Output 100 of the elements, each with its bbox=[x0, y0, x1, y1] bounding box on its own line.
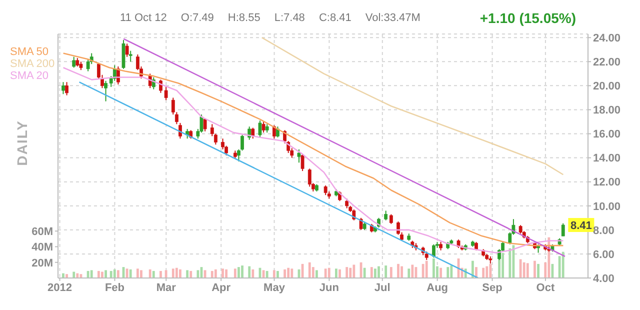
bar bbox=[175, 268, 178, 278]
bar bbox=[308, 262, 311, 278]
bar bbox=[328, 268, 330, 278]
bar bbox=[248, 266, 251, 278]
bar bbox=[90, 270, 93, 278]
bar bbox=[502, 252, 504, 278]
bar bbox=[72, 272, 76, 278]
text: SMA 200 bbox=[10, 58, 55, 70]
bar bbox=[276, 270, 279, 278]
candlestick bbox=[345, 198, 349, 209]
bar bbox=[397, 264, 400, 278]
bar bbox=[374, 268, 376, 278]
bar bbox=[290, 268, 294, 278]
bar bbox=[408, 268, 410, 278]
y-tick-label: 22.00 bbox=[593, 56, 621, 69]
candlestick bbox=[384, 210, 388, 221]
x-tick-label: Aug bbox=[426, 282, 448, 294]
bar bbox=[349, 268, 352, 278]
bar bbox=[196, 270, 200, 278]
text: O:7.49 bbox=[180, 12, 214, 24]
candlestick bbox=[237, 148, 240, 162]
candlestick bbox=[308, 168, 312, 188]
bar bbox=[411, 264, 414, 278]
bar bbox=[562, 252, 564, 278]
y-tick-label: 24.00 bbox=[593, 32, 621, 45]
bar bbox=[225, 269, 228, 278]
bar bbox=[534, 260, 536, 278]
bar bbox=[522, 262, 526, 278]
line-series bbox=[261, 36, 564, 176]
text: 11 Oct 12 bbox=[120, 12, 167, 24]
candlestick bbox=[297, 148, 301, 164]
bar bbox=[363, 268, 366, 278]
y-tick-label: 10.00 bbox=[593, 200, 621, 213]
bar bbox=[272, 270, 276, 278]
bar bbox=[186, 270, 189, 278]
candlestick bbox=[128, 50, 132, 62]
bar bbox=[136, 268, 139, 278]
bar bbox=[160, 270, 162, 278]
bar bbox=[104, 270, 107, 278]
bar bbox=[316, 270, 318, 278]
candlestick bbox=[240, 134, 244, 152]
text: L:7.48 bbox=[274, 12, 305, 24]
bar bbox=[384, 265, 388, 278]
x-tick-label: May bbox=[264, 282, 286, 294]
y2-tick-label: 60M bbox=[32, 226, 53, 238]
bar bbox=[508, 248, 512, 278]
candlestick bbox=[324, 184, 328, 196]
text: +1.10 (15.05%) bbox=[480, 10, 576, 26]
candlestick bbox=[389, 214, 393, 224]
bar bbox=[140, 270, 142, 278]
candlestick bbox=[272, 124, 276, 140]
bar bbox=[378, 266, 380, 278]
bar bbox=[241, 265, 244, 278]
y-tick-label: 12.00 bbox=[593, 176, 621, 189]
bar bbox=[116, 270, 120, 278]
bar bbox=[284, 269, 286, 278]
bar bbox=[66, 274, 68, 278]
bar bbox=[113, 269, 116, 278]
text: DAILY bbox=[14, 120, 30, 166]
x-tick-label: Jun bbox=[319, 282, 340, 294]
bar bbox=[234, 268, 236, 278]
text: Vol:33.47M bbox=[365, 12, 420, 24]
bar bbox=[352, 264, 356, 278]
bar bbox=[346, 267, 348, 278]
x-tick-label: Feb bbox=[104, 282, 125, 294]
bar bbox=[222, 268, 224, 278]
y2-tick-label: 40M bbox=[32, 242, 53, 254]
bar bbox=[489, 264, 492, 278]
x-tick-label: Oct bbox=[536, 282, 555, 294]
bar bbox=[214, 269, 217, 278]
candlestick bbox=[396, 221, 400, 236]
y-tick-label: 6.00 bbox=[593, 248, 614, 261]
series-label: SMA 50 bbox=[10, 46, 50, 58]
bar bbox=[400, 266, 403, 278]
bar bbox=[97, 270, 100, 278]
x-tick-label: Jul bbox=[374, 282, 390, 294]
bar bbox=[422, 264, 424, 278]
bar bbox=[450, 265, 453, 278]
bar bbox=[370, 267, 373, 278]
bar bbox=[446, 267, 450, 278]
annotation: 8.41 bbox=[570, 220, 592, 232]
bar bbox=[287, 268, 290, 278]
bar bbox=[129, 269, 132, 278]
candlestick bbox=[203, 118, 207, 132]
y-tick-label: 4.00 bbox=[593, 272, 614, 285]
bar bbox=[471, 260, 474, 278]
candlestick bbox=[276, 126, 280, 138]
candlestick bbox=[62, 82, 65, 95]
series-label: SMA 20 bbox=[10, 70, 50, 82]
candlestick bbox=[432, 244, 436, 258]
y-tick-label: 18.00 bbox=[593, 104, 621, 117]
bar bbox=[440, 268, 442, 278]
candlestick bbox=[125, 43, 129, 58]
bar bbox=[425, 260, 428, 278]
candlestick bbox=[262, 121, 266, 134]
x-tick-label: Apr bbox=[212, 282, 232, 294]
candlestick bbox=[251, 127, 255, 140]
candlestick bbox=[104, 80, 108, 102]
y-tick-label: 8.00 bbox=[593, 224, 614, 237]
bar bbox=[148, 269, 152, 278]
